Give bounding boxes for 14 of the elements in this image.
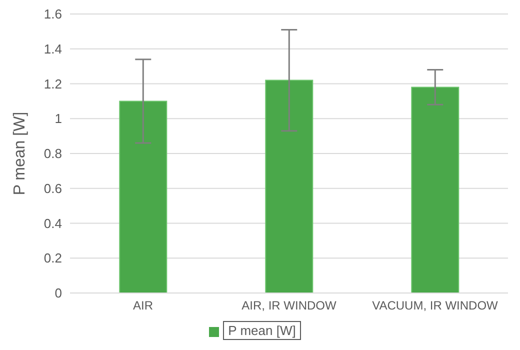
y-tick-label: 0.2 [44,250,62,266]
y-tick-label: 1.2 [44,76,62,92]
y-tick-label: 0.6 [44,180,62,196]
x-tick-label: AIR [132,298,154,313]
legend-label: P mean [W] [223,321,301,340]
y-tick-label: 1.6 [44,6,62,22]
y-tick-label: 1.4 [44,41,62,56]
y-axis-title: P mean [W] [12,112,29,196]
y-tick-label: 0.8 [44,146,62,162]
x-tick-label: VACUUM, IR WINDOW [372,298,499,313]
y-tick-label: 0.4 [44,216,62,231]
y-tick-label: 0 [54,286,62,301]
x-tick-label: AIR, IR WINDOW [242,298,337,313]
y-tick-label: 1 [54,111,62,126]
